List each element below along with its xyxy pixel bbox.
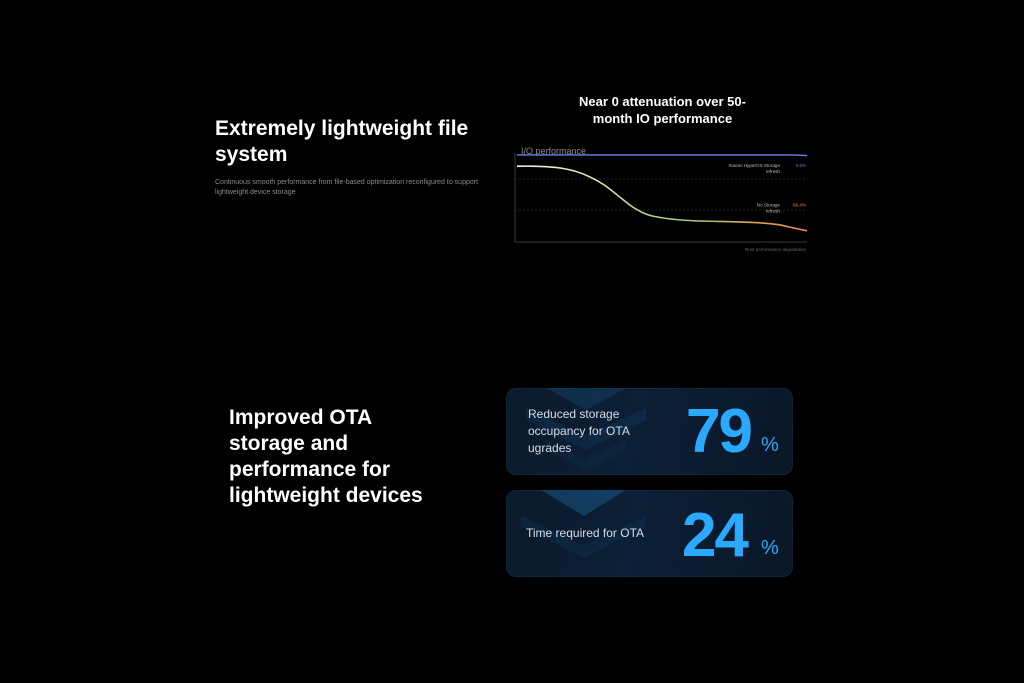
ota-stat-card-storage: Reduced storage occupancy for OTA ugrade…	[506, 388, 793, 475]
ota-stat-card-time: Time required for OTA 24 %	[506, 490, 793, 577]
io-performance-chart: I/O performance Root performance degrada…	[514, 146, 808, 252]
chevron-decoration-icon	[526, 388, 646, 470]
filesystem-title: Extremely lightweight file system	[215, 117, 469, 166]
series-label: No Storage	[757, 203, 781, 208]
series-label: refresh	[766, 209, 781, 214]
card-unit: %	[761, 537, 779, 559]
series-annotation: 0.5%	[796, 163, 806, 168]
card-value: 79	[686, 397, 753, 466]
x-axis-label: Root performance degradation	[745, 247, 807, 252]
card-label: Reduced storage occupancy for OTA ugrade…	[528, 407, 630, 455]
card-value: 24	[682, 501, 749, 570]
series-label: refresh	[766, 169, 781, 174]
filesystem-description: Continuous smooth performance from file-…	[215, 179, 479, 196]
card-label: Time required for OTA	[526, 526, 645, 540]
series-line-hyperos	[517, 154, 808, 157]
chart-title: Near 0 attenuation over 50-month IO perf…	[579, 94, 746, 126]
ota-title: Improved OTA storage and performance for…	[229, 406, 423, 507]
y-axis-label: I/O performance	[521, 146, 586, 156]
series-label: Xiaomi HyperOS Storage	[728, 163, 780, 168]
chevron-decoration-icon	[521, 490, 646, 558]
card-unit: %	[761, 434, 779, 456]
series-line-no-refresh	[516, 165, 808, 232]
series-annotation: -56.4%	[791, 203, 806, 208]
